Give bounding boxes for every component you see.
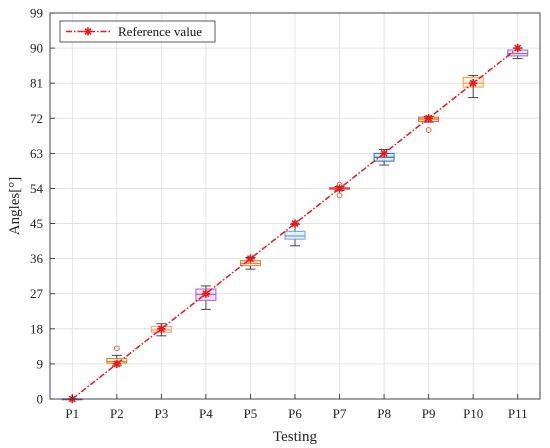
reference-marker [201,289,211,298]
legend-label: Reference value [118,24,202,39]
legend-box [59,20,216,43]
legend-marker-glyph-stroke [84,27,92,36]
reference-marker [513,43,522,53]
reference-marker [335,184,344,193]
y-tick-label: 9 [37,356,44,371]
reference-marker-stroke [336,184,344,192]
reference-line [71,47,519,400]
reference-marker-stroke [469,79,477,87]
reference-marker-stroke [380,149,388,157]
y-tick-label: 54 [30,181,44,196]
box-body [284,230,306,240]
outlier-point [113,345,120,352]
y-tick-label: 72 [30,111,43,126]
outlier-point [336,192,343,199]
x-tick-label: P4 [199,406,213,421]
y-tick-label: 18 [30,321,43,336]
ticks [50,12,519,400]
y-tick-label: 90 [30,41,43,56]
y-tick-label: 0 [37,392,44,407]
reference-marker [424,114,433,123]
reference-marker [290,219,300,228]
y-tick-label: 36 [30,251,44,266]
x-axis-title: Testing [273,429,317,445]
legend-marker-glyph [83,27,93,36]
reference-marker [468,78,478,88]
y-tick-label: 81 [30,76,43,91]
x-tick-label: P6 [288,406,302,421]
reference-marker [112,359,122,369]
x-tick-label: P10 [463,406,483,421]
reference-marker-stroke [514,44,522,52]
reference-marker-stroke [202,290,210,298]
y-tick-label: 99 [30,6,43,21]
x-tick-label: P11 [508,406,528,421]
reference-marker [246,254,255,263]
reference-marker [157,324,166,334]
tick-labels: 0 9 18 27 36 45 54 63 72 81 90 99 P1 P2 P3 P4 P5 P6 P7 P8 P9… [30,6,528,422]
y-tick-label: 63 [30,146,43,161]
y-tick-label: 27 [30,286,44,301]
reference-marker [379,149,389,158]
x-tick-label: P2 [110,406,124,421]
reference-marker-stroke [157,325,165,333]
x-tick-label: P7 [333,406,347,421]
outlier-point [425,127,432,133]
x-tick-label: P9 [422,406,436,421]
x-tick-label: P1 [65,406,79,421]
x-tick-label: P8 [377,406,391,421]
reference-marker-stroke [113,360,121,368]
legend: Reference value [59,20,216,43]
y-axis-title: Angles[°] [7,177,23,235]
y-tick-label: 45 [30,216,43,231]
x-tick-label: P3 [154,406,168,421]
legend-marker [83,27,93,36]
reference-marker-stroke [246,255,254,263]
reference-marker-stroke [425,114,433,122]
reference-marker-stroke [291,220,299,228]
x-tick-label: P5 [244,406,258,421]
reference-series [68,43,522,404]
